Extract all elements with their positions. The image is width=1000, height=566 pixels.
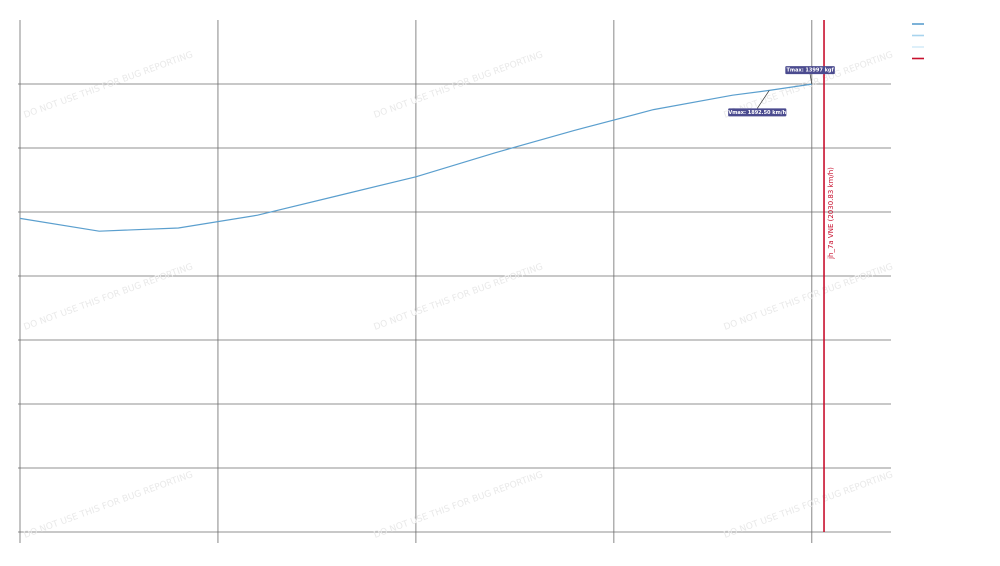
watermark-text: DO NOT USE THIS FOR BUG REPORTING [373,50,545,121]
watermark-text: DO NOT USE THIS FOR BUG REPORTING [23,470,195,541]
annotation-label: Tmax: 13997 kgf [786,68,834,74]
watermark-text: DO NOT USE THIS FOR BUG REPORTING [23,262,195,333]
annotations: Tmax: 13997 kgf Vmax: 1892.50 km/h [728,66,835,117]
limit-line-group: jh_7a VNE (2030.83 km/h) [823,20,835,532]
watermarks: DO NOT USE THIS FOR BUG REPORTING DO NOT … [23,50,895,541]
annotation-label: Vmax: 1892.50 km/h [728,110,786,116]
watermark-text: DO NOT USE THIS FOR BUG REPORTING [373,262,545,333]
watermark-text: DO NOT USE THIS FOR BUG REPORTING [723,262,895,333]
legend [912,23,924,60]
watermark-text: DO NOT USE THIS FOR BUG REPORTING [723,470,895,541]
vne-limit-label: jh_7a VNE (2030.83 km/h) [827,167,835,260]
grid [18,20,891,543]
series-line-0 [19,83,812,232]
annotation-leader [809,74,813,85]
annotation-leader [756,90,770,109]
watermark-text: DO NOT USE THIS FOR BUG REPORTING [23,50,195,121]
annotation-box [728,108,787,117]
watermark-text: DO NOT USE THIS FOR BUG REPORTING [373,470,545,541]
annotation-box [785,66,835,75]
series-layer [19,83,812,232]
